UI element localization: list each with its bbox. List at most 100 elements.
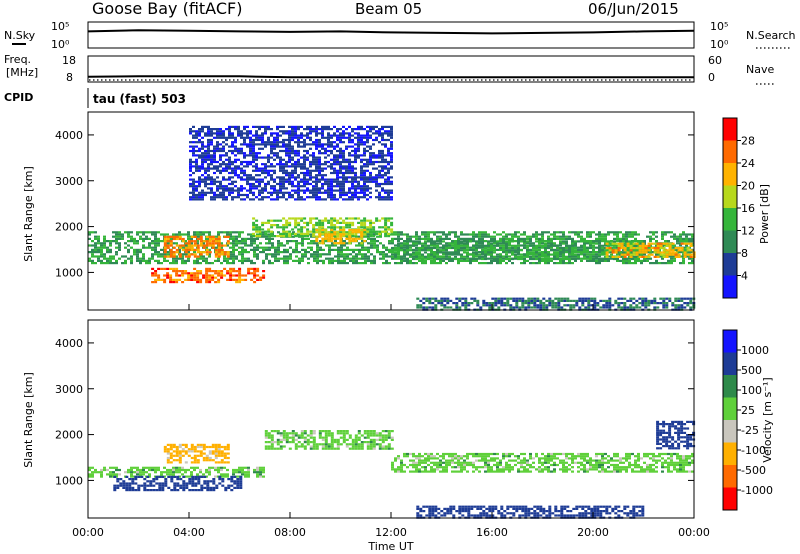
power-cell (277, 248, 280, 251)
power-cell (472, 235, 475, 238)
power-cell (181, 240, 185, 243)
power-cell (267, 141, 270, 144)
power-cell (280, 242, 283, 245)
power-cell (291, 134, 294, 137)
power-cell (424, 244, 427, 247)
power-cell (403, 246, 406, 249)
power-cell (502, 240, 505, 243)
power-cell (661, 235, 664, 238)
power-cell (637, 248, 640, 251)
power-cell (354, 176, 357, 179)
power-cell (306, 196, 309, 199)
power-cell (533, 306, 537, 309)
power-cell (109, 262, 112, 265)
power-cell (529, 237, 532, 240)
power-cell (586, 235, 589, 238)
power-cell (175, 242, 178, 245)
power-cell (476, 302, 480, 305)
power-cell (327, 145, 330, 148)
power-cell (535, 251, 538, 254)
power-cell (439, 249, 442, 252)
power-cell (354, 143, 357, 146)
power-cell (249, 132, 252, 135)
power-cell (306, 143, 309, 146)
power-cell (100, 262, 103, 265)
power-cell (151, 253, 154, 256)
power-cell (294, 134, 297, 137)
power-ytick-label: 2000 (55, 221, 83, 234)
power-cell (403, 248, 406, 251)
power-cell (355, 262, 358, 265)
power-cell (574, 253, 577, 256)
power-cell (354, 128, 357, 131)
power-cell (225, 163, 228, 166)
power-cell (261, 196, 264, 199)
power-cell (333, 147, 336, 150)
power-cell (255, 132, 258, 135)
power-cell (620, 302, 624, 305)
power-cell (487, 257, 490, 260)
power-cell (160, 240, 163, 243)
power-cell (457, 237, 460, 240)
power-cell (455, 304, 459, 307)
power-cell (207, 128, 210, 131)
power-cell (255, 226, 259, 229)
power-cell (562, 262, 565, 265)
power-cell (192, 141, 195, 144)
power-cell (345, 180, 348, 183)
power-cell (415, 242, 418, 245)
power-cell (264, 182, 267, 186)
power-cell (397, 248, 400, 251)
power-cell (94, 231, 97, 234)
power-cell (286, 248, 289, 251)
power-cell (679, 262, 682, 265)
power-cell (583, 237, 586, 240)
power-cell (282, 180, 285, 183)
power-cell (428, 306, 432, 309)
power-cell (490, 255, 493, 258)
power-cell (360, 160, 363, 164)
power-cell (97, 235, 100, 238)
power-cell (586, 255, 589, 258)
power-cell (366, 226, 370, 229)
power-cell (610, 257, 613, 260)
power-cell (192, 198, 195, 201)
power-cell (421, 262, 424, 265)
power-cell (434, 299, 438, 302)
power-cell (282, 196, 285, 199)
power-cell (94, 244, 97, 247)
power-cell (310, 242, 313, 245)
power-cell (267, 219, 271, 222)
power-cell (688, 262, 691, 265)
power-cell (315, 176, 318, 179)
power-cell (571, 237, 574, 240)
power-cell (418, 257, 421, 260)
power-cell (222, 176, 225, 179)
power-cell (321, 182, 324, 186)
power-cell (460, 237, 463, 240)
power-cell (536, 304, 540, 307)
power-cell (306, 174, 309, 177)
power-cell (638, 302, 642, 305)
power-cell (578, 297, 582, 300)
power-cell (231, 141, 234, 144)
power-cell (315, 178, 318, 181)
power-cell (571, 231, 574, 234)
power-cell (157, 278, 161, 281)
power-cell (201, 193, 204, 197)
power-cell (228, 182, 231, 186)
power-cell (273, 147, 276, 150)
power-cell (577, 253, 580, 256)
power-cell (517, 242, 520, 245)
power-cell (436, 240, 439, 243)
power-cell (333, 224, 337, 227)
power-cell (213, 180, 216, 183)
power-cell (487, 242, 490, 245)
power-cell (394, 257, 397, 260)
power-cell (297, 128, 300, 131)
power-cell (436, 246, 439, 249)
power-cell (439, 255, 442, 258)
power-cell (199, 231, 202, 234)
power-cell (494, 297, 498, 300)
power-cell (187, 255, 191, 258)
